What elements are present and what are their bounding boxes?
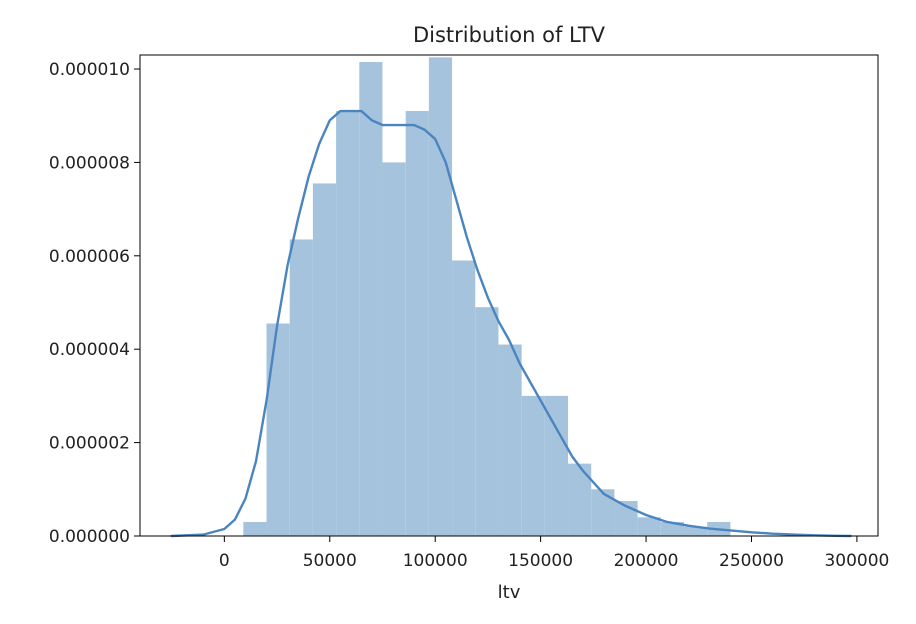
x-tick-label: 250000: [719, 551, 784, 571]
histogram-bar: [591, 489, 615, 536]
histogram-bar: [521, 395, 545, 536]
chart-title: Distribution of LTV: [413, 23, 606, 47]
histogram-bars: [243, 57, 731, 537]
histogram-bar: [568, 463, 592, 536]
histogram-bar: [243, 521, 267, 536]
histogram-bar: [382, 162, 406, 536]
histogram-bar: [684, 526, 708, 536]
y-tick-label: 0.000000: [49, 527, 130, 547]
x-tick-label: 300000: [824, 551, 889, 571]
histogram-bar: [637, 517, 661, 536]
x-tick-label: 200000: [614, 551, 679, 571]
histogram-bar: [452, 260, 476, 536]
y-tick-label: 0.000002: [49, 434, 130, 454]
y-tick-label: 0.000004: [49, 340, 130, 360]
histogram-bar: [312, 183, 337, 536]
x-tick-label: 100000: [403, 551, 468, 571]
histogram-bar: [428, 57, 453, 536]
histogram-bar: [289, 239, 313, 536]
histogram-bar: [359, 62, 383, 537]
x-axis: 0 50000 100000 150000 200000 250000 300000: [219, 536, 889, 571]
y-tick-label: 0.000008: [49, 153, 130, 173]
histogram-bar: [266, 323, 290, 536]
x-axis-label: ltv: [498, 582, 521, 603]
x-tick-label: 0: [219, 551, 230, 571]
y-tick-label: 0.000006: [49, 247, 130, 267]
x-tick-label: 150000: [508, 551, 573, 571]
histogram-bar: [660, 521, 685, 536]
histogram-bar: [405, 111, 429, 537]
plot-frame: [139, 54, 879, 537]
histogram-bar: [498, 344, 522, 536]
histogram-bar: [336, 111, 360, 537]
histogram-bar: [544, 395, 569, 536]
kde-line: [170, 109, 852, 538]
x-tick-label: 50000: [303, 551, 357, 571]
y-tick-label: 0.000010: [49, 60, 130, 80]
kde-curve-group: [170, 109, 852, 538]
histogram-bar: [475, 307, 499, 536]
y-axis: 0.000000 0.000002 0.000004 0.000006 0.000008…: [49, 60, 140, 547]
